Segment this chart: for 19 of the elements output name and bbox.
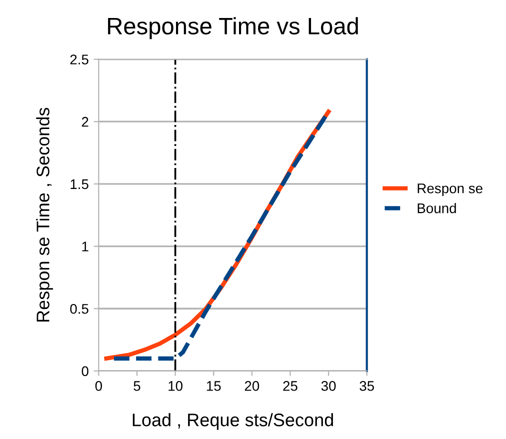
x-tick-label: 10 [168,381,182,391]
x-tick-label: 0 [95,381,102,391]
y-axis-title: Respon se Time , Seconds [36,108,53,322]
y-tick-label: 2.5 [70,54,88,64]
x-axis-title: Load , Reque sts/Second [132,413,333,430]
chart-title: Response Time vs Load [108,17,358,40]
legend-label: Bound [418,203,456,214]
x-tick-label: 5 [134,381,140,391]
x-tick-label: 30 [321,381,336,391]
x-tick-label: 20 [244,381,260,391]
x-tick-label: 35 [360,381,374,391]
y-tick-label: 0.5 [70,304,88,314]
y-tick-label: 2 [82,116,88,127]
y-tick-label: 1.5 [70,179,88,190]
y-tick-label: 0 [82,366,88,376]
x-tick-label: 15 [206,381,221,391]
y-tick-label: 1 [82,242,88,252]
x-tick-label: 25 [283,381,298,391]
legend-label: Respon se [418,184,482,196]
